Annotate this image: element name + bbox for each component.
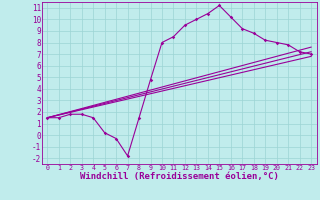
X-axis label: Windchill (Refroidissement éolien,°C): Windchill (Refroidissement éolien,°C) — [80, 172, 279, 181]
